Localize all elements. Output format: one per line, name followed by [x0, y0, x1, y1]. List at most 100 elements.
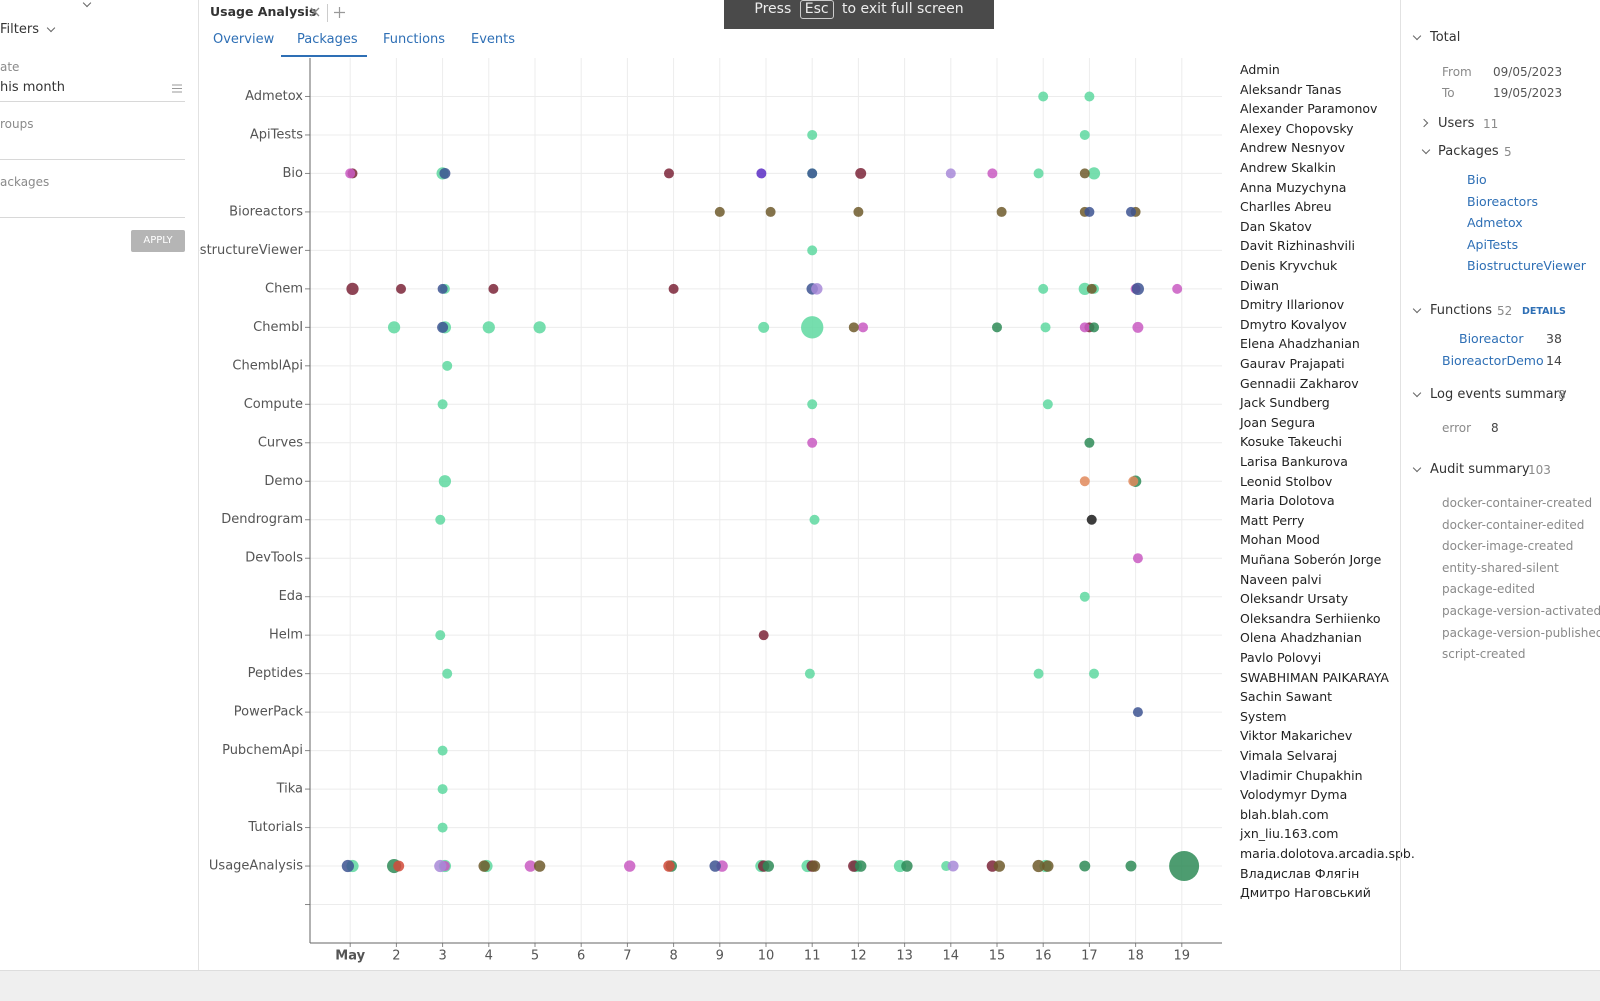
user-legend-item[interactable]: maria.dolotova.arcadia.spb. [1240, 846, 1415, 861]
functions-label[interactable]: Functions [1430, 303, 1493, 318]
user-legend-item[interactable]: Leonid Stolbov [1240, 473, 1333, 489]
package-link[interactable]: ApiTests [1467, 236, 1519, 252]
scatter-point [709, 860, 721, 872]
scatter-point [992, 322, 1003, 333]
user-legend-item[interactable]: Kosuke Takeuchi [1240, 434, 1343, 450]
y-tick-label: Demo [264, 474, 303, 489]
tab[interactable]: Events [471, 32, 516, 47]
scatter-point [858, 322, 869, 333]
collapse-icon[interactable] [82, 0, 92, 8]
user-legend-item[interactable]: Pavlo Polovyi [1240, 650, 1322, 665]
user-legend-item[interactable]: Joan Segura [1240, 414, 1316, 430]
filters-dropdown[interactable] [46, 23, 56, 33]
log-events-label[interactable]: Log events summary [1430, 387, 1567, 402]
user-legend-item[interactable]: System [1240, 708, 1287, 724]
user-legend-item[interactable]: jxn_liu.163.com [1240, 826, 1339, 842]
x-tick-label: 3 [438, 949, 446, 964]
user-legend-item[interactable]: Charlles Abreu [1240, 199, 1332, 215]
user-legend-item[interactable]: Anna Muzychyna [1240, 179, 1347, 195]
scatter-point [1033, 168, 1044, 179]
tab[interactable]: Overview [213, 32, 275, 47]
user-legend-item[interactable]: Oleksandr Ursaty [1240, 591, 1349, 607]
scatter-point [624, 860, 636, 872]
expand-icon[interactable] [1412, 304, 1422, 314]
user-legend-item[interactable]: Davit Rizhinashvili [1240, 238, 1355, 254]
expand-icon[interactable] [1412, 463, 1422, 473]
close-icon[interactable] [310, 7, 320, 17]
user-legend-item[interactable]: Dan Skatov [1240, 218, 1312, 234]
details-link[interactable]: DETAILS [1522, 306, 1566, 317]
function-link[interactable]: Bioreactor [1459, 331, 1524, 346]
add-tab-icon[interactable] [334, 7, 345, 18]
x-tick-label: 7 [623, 949, 631, 964]
user-legend-item[interactable]: blah.blah.com [1240, 806, 1329, 822]
user-legend-item[interactable]: Volodymyr Dyma [1240, 787, 1348, 803]
user-legend-item[interactable]: Dmitry Illarionov [1240, 297, 1345, 313]
user-legend-item[interactable]: Maria Dolotova [1240, 493, 1335, 509]
scatter-point [1131, 282, 1145, 295]
user-legend-item[interactable]: Vimala Selvaraj [1240, 748, 1338, 763]
hint-key: Esc [799, 0, 834, 19]
x-tick-label: 19 [1174, 949, 1191, 964]
user-legend-item[interactable]: Olena Ahadzhanian [1240, 630, 1362, 646]
scatter-point [437, 822, 448, 833]
user-legend-item[interactable]: Oleksandra Serhiienko [1240, 610, 1381, 626]
user-legend-item[interactable]: Alexey Chopovsky [1240, 120, 1354, 136]
user-legend-item[interactable]: Sachin Sawant [1240, 689, 1333, 705]
user-legend-item[interactable]: Andrew Skalkin [1240, 160, 1336, 175]
audit-label[interactable]: Audit summary [1430, 462, 1530, 477]
apply-button[interactable]: APPLY [131, 230, 185, 252]
package-link[interactable]: Bio [1467, 172, 1487, 187]
expand-icon[interactable] [1419, 118, 1429, 128]
user-legend-item[interactable]: Alexander Paramonov [1240, 101, 1378, 117]
package-link[interactable]: Bioreactors [1467, 193, 1538, 209]
to-label: To [1442, 86, 1455, 100]
menu-icon[interactable] [172, 84, 182, 93]
user-legend-item[interactable]: Дмитро Наговський [1240, 885, 1371, 901]
user-legend-item[interactable]: Admin [1240, 62, 1280, 77]
x-tick-label: 12 [850, 949, 867, 964]
user-legend-item[interactable]: Mohan Mood [1240, 532, 1320, 548]
user-legend-item[interactable]: Viktor Makarichev [1240, 728, 1353, 744]
packages-label[interactable]: Packages [1438, 144, 1499, 159]
user-legend-item[interactable]: Gennadii Zakharov [1240, 375, 1359, 391]
user-legend-item[interactable]: Larisa Bankurova [1240, 454, 1348, 469]
user-legend-item[interactable]: Vladimir Chupakhin [1240, 767, 1363, 783]
scatter-point [434, 859, 447, 873]
expand-icon[interactable] [1412, 31, 1422, 41]
scatter-point [1125, 206, 1136, 217]
user-legend-item[interactable]: Denis Kryvchuk [1240, 258, 1338, 273]
function-link[interactable]: BioreactorDemo [1442, 353, 1544, 368]
user-legend-item[interactable]: Matt Perry [1240, 512, 1305, 528]
user-legend-item[interactable]: Gaurav Prajapati [1240, 356, 1345, 371]
user-legend-item[interactable]: Naveen palvi [1240, 571, 1322, 587]
user-legend-item[interactable]: Elena Ahadzhanian [1240, 336, 1360, 352]
view-title[interactable]: Usage Analysis [210, 4, 317, 19]
scatter-point [765, 206, 776, 217]
user-legend-item[interactable]: Muñana Soberón Jorge [1240, 552, 1382, 567]
x-tick-label: 9 [716, 949, 724, 964]
scatter-point [1128, 476, 1139, 487]
filters-title[interactable]: Filters [0, 22, 39, 37]
user-legend-item[interactable]: Jack Sundberg [1240, 395, 1330, 411]
package-link[interactable]: BiostructureViewer [1467, 258, 1586, 274]
user-legend-item[interactable]: Aleksandr Tanas [1240, 81, 1342, 97]
scatter-point [396, 283, 407, 294]
expand-icon[interactable] [1421, 145, 1431, 155]
users-label[interactable]: Users [1438, 116, 1475, 131]
scatter-point [488, 283, 499, 294]
expand-icon[interactable] [1412, 388, 1422, 398]
total-label[interactable]: Total [1430, 30, 1461, 45]
user-legend-item[interactable]: SWABHIMAN PAIKARAYA [1240, 669, 1389, 685]
scatter-point [1087, 167, 1101, 180]
date-label: ate [0, 60, 20, 74]
scatter-point [758, 630, 769, 641]
user-legend-item[interactable]: Владислав Флягін [1240, 865, 1360, 881]
tab[interactable]: Functions [383, 32, 446, 47]
user-legend-item[interactable]: Andrew Nesnyov [1240, 140, 1346, 156]
user-legend-item[interactable]: Diwan [1240, 277, 1279, 293]
user-legend-item[interactable]: Dmytro Kovalyov [1240, 316, 1347, 332]
tab[interactable]: Packages [297, 32, 358, 47]
date-value[interactable]: his month [0, 80, 65, 95]
package-link[interactable]: Admetox [1467, 215, 1523, 231]
